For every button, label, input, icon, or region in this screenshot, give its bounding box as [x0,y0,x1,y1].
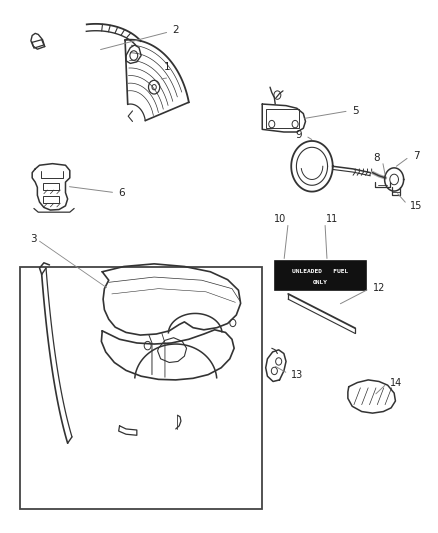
Text: 8: 8 [373,153,380,163]
Text: 14: 14 [390,377,402,387]
Bar [42,196,59,203]
Bar [20,266,262,509]
Text: 6: 6 [119,188,125,198]
Text: 9: 9 [295,130,302,140]
Bar [42,183,59,190]
Text: 3: 3 [30,234,36,244]
Text: 10: 10 [274,214,286,223]
Text: UNLEADED   FUEL: UNLEADED FUEL [293,269,349,274]
Text: 1: 1 [164,62,170,72]
Text: 15: 15 [410,201,423,211]
Text: 12: 12 [372,282,385,293]
Text: 11: 11 [326,214,339,223]
Bar [266,109,300,128]
Text: ONLY: ONLY [313,280,328,286]
Text: 7: 7 [413,151,419,161]
Text: 5: 5 [352,106,359,116]
Text: 13: 13 [291,370,303,380]
Text: 2: 2 [173,25,179,35]
Bar [275,261,366,290]
